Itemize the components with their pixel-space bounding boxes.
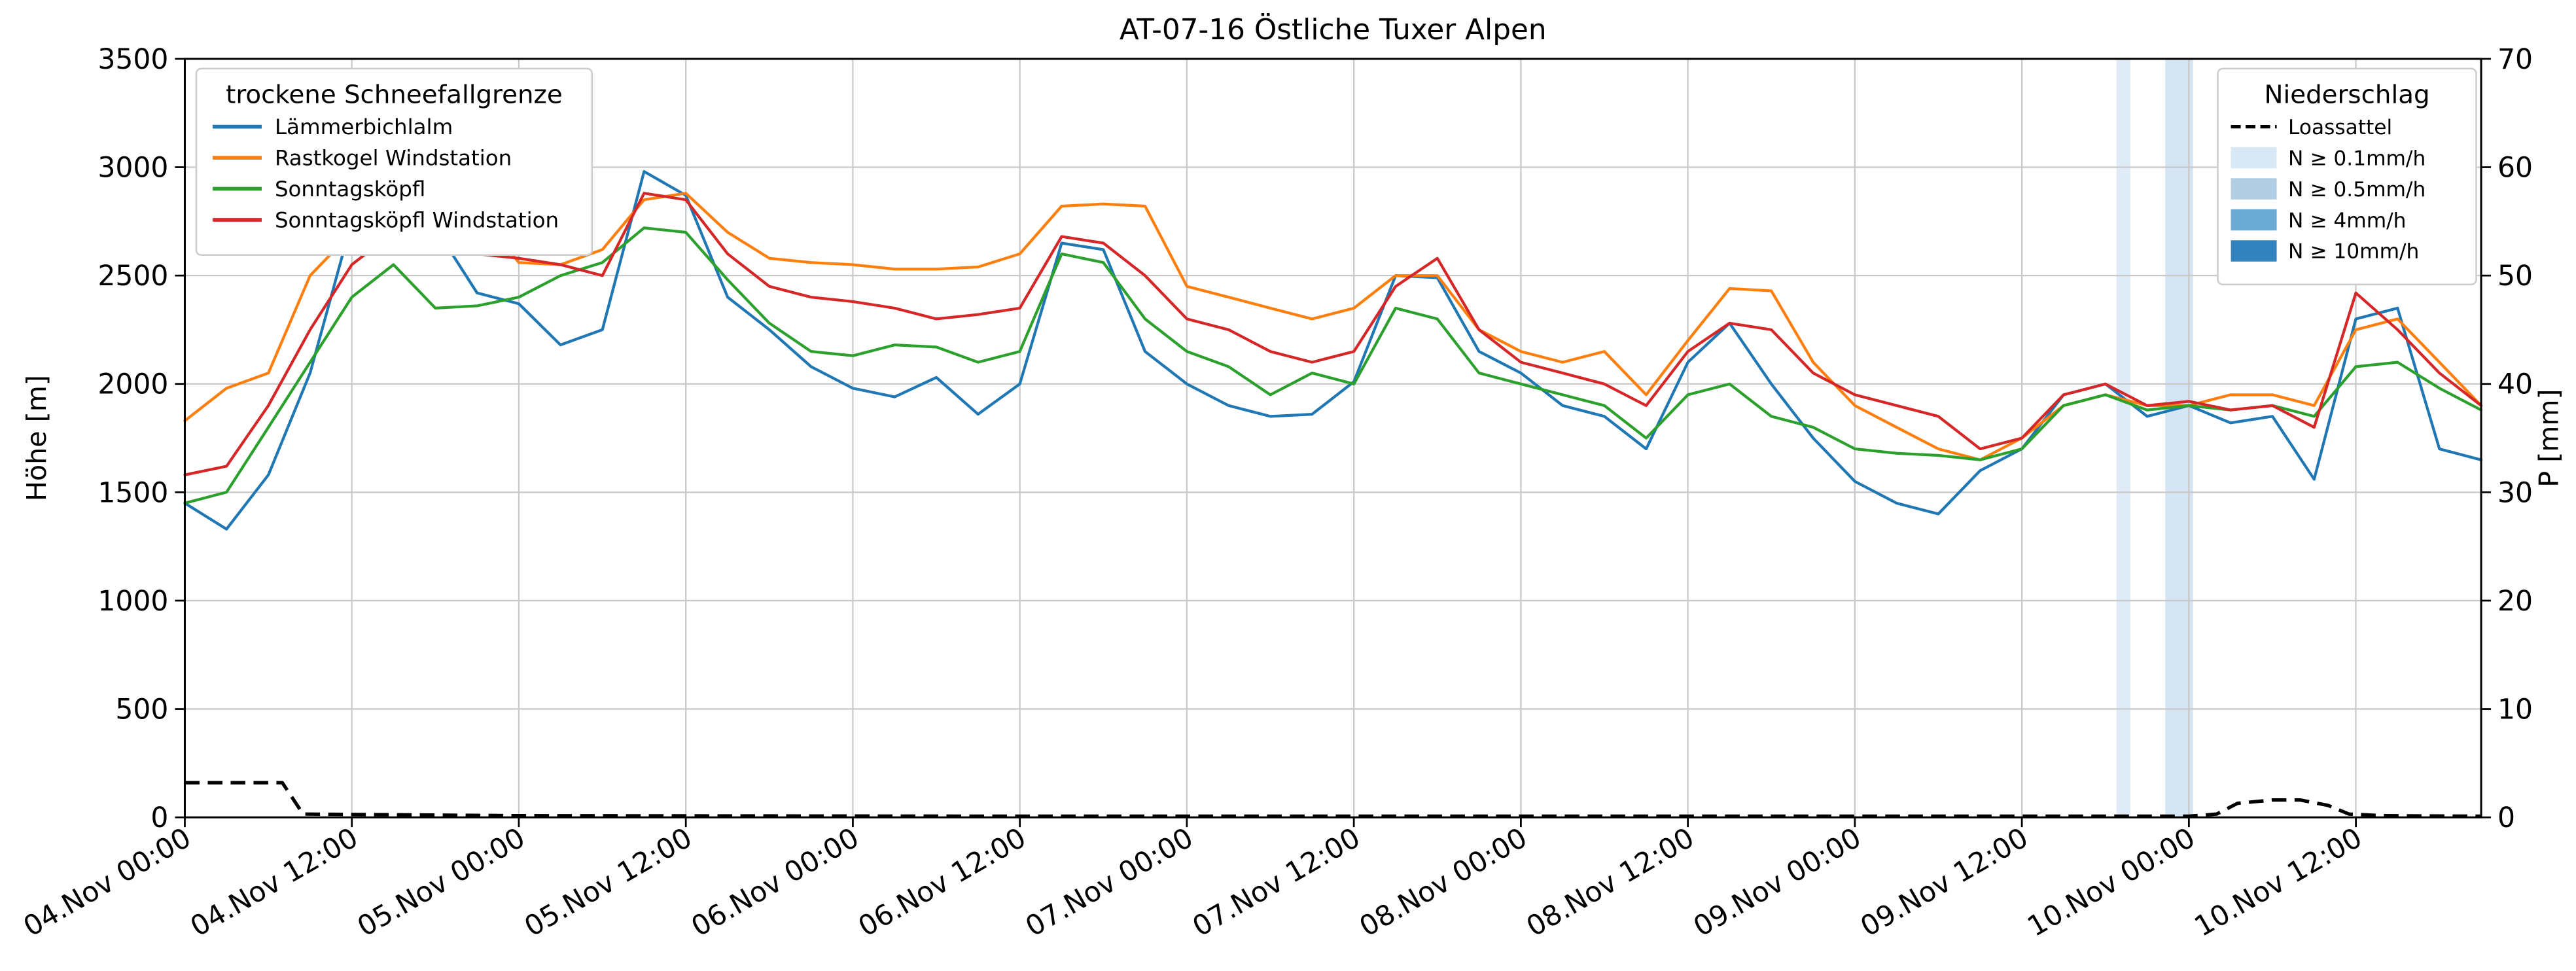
x-tick-label: 05.Nov 00:00 (352, 822, 531, 944)
y-left-tick-label: 2500 (97, 260, 168, 292)
precip-line-loassattel (185, 781, 2482, 819)
x-tick-label: 07.Nov 00:00 (1020, 822, 1199, 944)
precip-bands-layer (2116, 58, 2193, 818)
y-left-tick-label: 500 (115, 694, 168, 726)
legend-snowline-title: trockene Schneefallgrenze (226, 80, 563, 109)
y-left-tick-label: 0 (150, 802, 168, 834)
legend-precip: Niederschlag Loassattel N ≥ 0.1mm/h N ≥ 0.5… (2217, 67, 2477, 285)
legend-fill-swatch (2231, 147, 2277, 169)
series-line-sonntagskopfl (183, 226, 2483, 505)
x-tick-label: 06.Nov 00:00 (686, 822, 865, 944)
x-tick-label: 09.Nov 00:00 (1688, 822, 1867, 944)
legend-fill-swatch (2231, 178, 2277, 200)
legend-snowline-box (195, 67, 593, 256)
legend-entry-label: N ≥ 0.1mm/h (2288, 147, 2426, 170)
legend-entry-label: Sonntagsköpfl Windstation (275, 207, 559, 232)
legend-snowline: trockene Schneefallgrenze Lämmerbichlalm R… (195, 67, 593, 256)
x-tick-label: 09.Nov 12:00 (1856, 822, 2034, 944)
x-tick-label: 05.Nov 12:00 (520, 822, 698, 944)
y-left-axis-label: Höhe [m] (21, 375, 52, 501)
x-tick-label: 08.Nov 00:00 (1354, 822, 1533, 944)
y-right-tick-label: 0 (2497, 802, 2515, 834)
y-right-tick-label: 10 (2497, 694, 2533, 726)
chart-title: AT-07-16 Östliche Tuxer Alpen (1120, 12, 1547, 46)
y-right-tick-label: 50 (2497, 260, 2533, 292)
legend-entry-label: Loassattel (2288, 116, 2392, 139)
legend-precip-title: Niederschlag (2265, 80, 2430, 109)
y-left-tick-label: 1500 (97, 477, 168, 509)
y-right-axis-label: P [mm] (2533, 389, 2564, 487)
x-tick-label: 08.Nov 12:00 (1521, 822, 1700, 944)
legend-entry-label: N ≥ 0.5mm/h (2288, 178, 2426, 202)
y-right-tick-label: 40 (2497, 369, 2533, 401)
legend-entry-label: Rastkogel Windstation (275, 145, 512, 170)
legend-entry-label: Sonntagsköpfl (275, 177, 425, 202)
legend-entry-label: N ≥ 10mm/h (2288, 240, 2419, 264)
y-right-tick-label: 60 (2497, 152, 2533, 185)
legend-entry-label: N ≥ 4mm/h (2288, 209, 2406, 232)
legend-precip-box (2217, 67, 2477, 285)
y-left-tick-label: 2000 (97, 369, 168, 401)
legend-fill-swatch (2231, 240, 2277, 262)
series-layer (183, 169, 2483, 819)
y-left-tick-label: 1000 (97, 586, 168, 618)
series-line-sonntagskopfl-windstation (183, 192, 2483, 476)
precip-band (2116, 58, 2131, 818)
y-right-tick-label: 30 (2497, 477, 2533, 509)
x-tick-label: 07.Nov 12:00 (1188, 822, 1366, 944)
x-tick-label: 10.Nov 12:00 (2189, 822, 2368, 944)
x-tick-label: 10.Nov 00:00 (2022, 822, 2201, 944)
x-tick-label: 04.Nov 00:00 (18, 822, 197, 944)
y-left-tick-label: 3500 (97, 44, 168, 76)
y-right-tick-label: 20 (2497, 586, 2533, 618)
y-left-tick-label: 3000 (97, 152, 168, 185)
x-tick-label: 06.Nov 12:00 (853, 822, 1032, 944)
legend-entry-label: Lämmerbichlalm (275, 115, 453, 139)
plot-border (183, 58, 2482, 819)
x-tick-label: 04.Nov 12:00 (185, 822, 364, 944)
legend-layer: trockene Schneefallgrenze Lämmerbichlalm R… (195, 67, 2477, 285)
y-right-tick-label: 70 (2497, 44, 2533, 76)
legend-fill-swatch (2231, 209, 2277, 231)
